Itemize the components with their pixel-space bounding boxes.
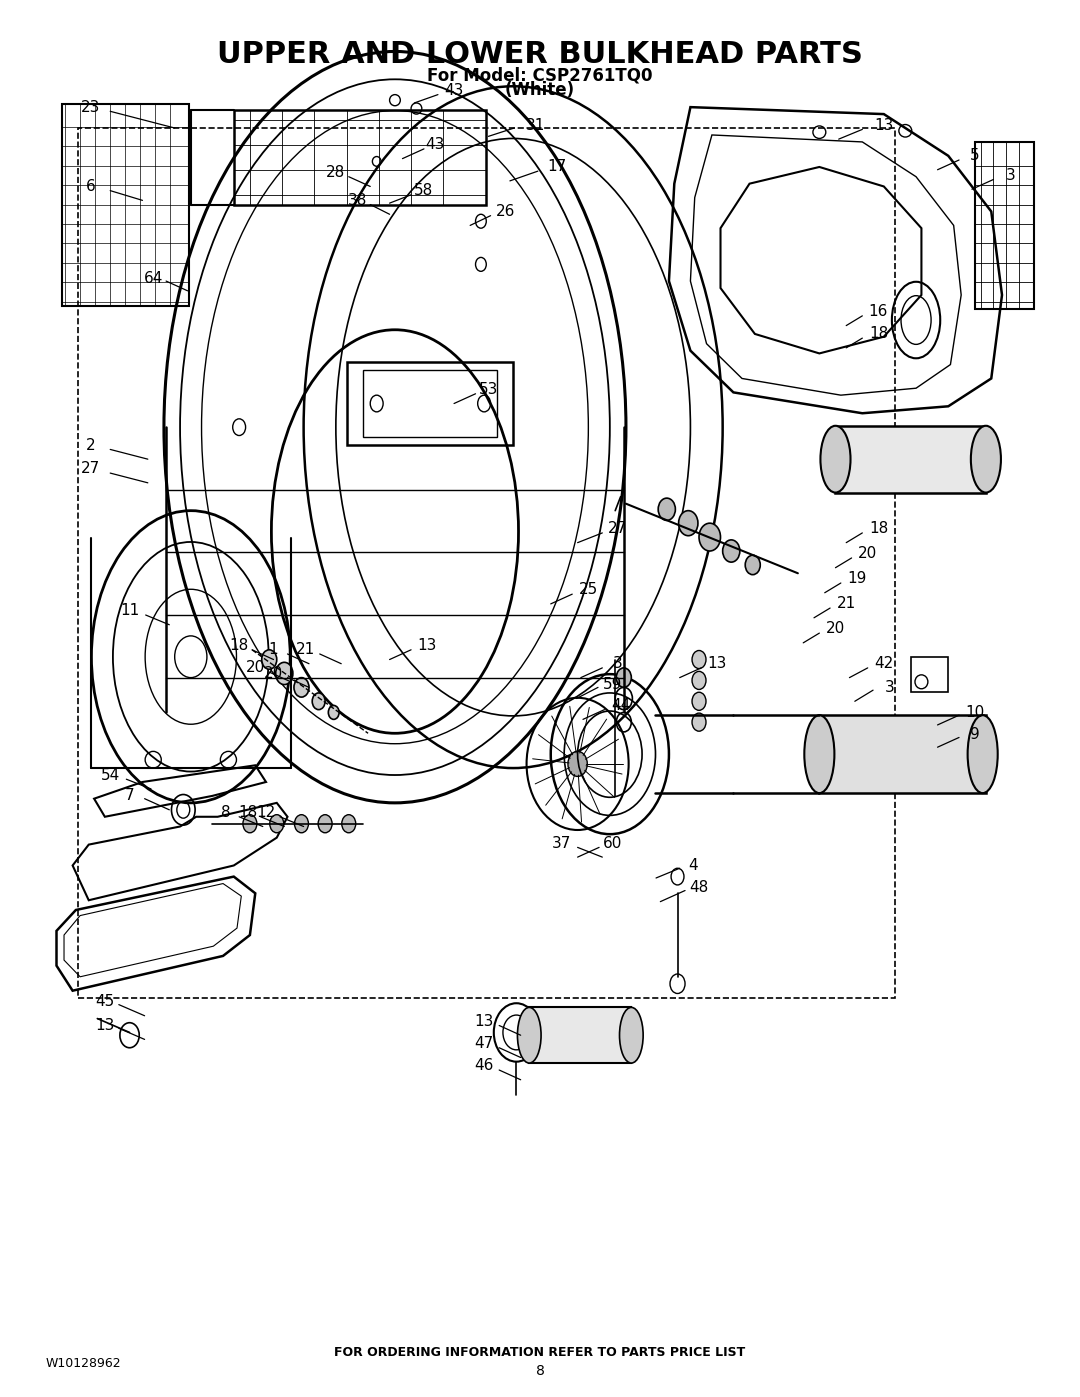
Ellipse shape bbox=[312, 693, 325, 710]
Text: W10128962: W10128962 bbox=[45, 1356, 121, 1370]
Text: 58: 58 bbox=[415, 183, 433, 198]
Text: 38: 38 bbox=[348, 193, 367, 208]
Text: 13: 13 bbox=[95, 1018, 114, 1032]
Text: 3: 3 bbox=[612, 657, 622, 671]
Text: 7: 7 bbox=[125, 788, 134, 803]
Bar bbox=[347, 362, 513, 446]
Text: 19: 19 bbox=[848, 571, 866, 587]
Text: 42: 42 bbox=[874, 657, 893, 671]
Ellipse shape bbox=[620, 1007, 644, 1063]
Bar bbox=[975, 142, 1035, 309]
Bar bbox=[62, 105, 189, 306]
Text: 54: 54 bbox=[100, 767, 120, 782]
Text: 20: 20 bbox=[826, 622, 845, 637]
Text: 45: 45 bbox=[95, 995, 114, 1010]
Text: 27: 27 bbox=[81, 461, 100, 476]
Text: 28: 28 bbox=[326, 165, 346, 180]
Ellipse shape bbox=[261, 650, 276, 669]
Text: 59: 59 bbox=[604, 678, 623, 692]
Text: 13: 13 bbox=[418, 638, 437, 654]
Ellipse shape bbox=[294, 678, 309, 697]
Text: 4: 4 bbox=[688, 858, 698, 873]
Bar bbox=[529, 1007, 632, 1063]
Text: 18: 18 bbox=[230, 638, 248, 654]
Ellipse shape bbox=[692, 693, 706, 710]
Text: 44: 44 bbox=[611, 698, 631, 712]
Ellipse shape bbox=[678, 511, 698, 535]
Text: 53: 53 bbox=[478, 383, 498, 397]
Text: 21: 21 bbox=[837, 597, 855, 612]
Text: 13: 13 bbox=[474, 1014, 494, 1028]
Text: 43: 43 bbox=[444, 82, 463, 98]
Bar bbox=[836, 426, 986, 493]
Bar bbox=[78, 129, 894, 997]
Ellipse shape bbox=[328, 705, 339, 719]
Text: UPPER AND LOWER BULKHEAD PARTS: UPPER AND LOWER BULKHEAD PARTS bbox=[217, 39, 863, 68]
Ellipse shape bbox=[805, 715, 835, 793]
Text: 8: 8 bbox=[536, 1363, 544, 1377]
Ellipse shape bbox=[243, 814, 257, 833]
Bar bbox=[233, 110, 486, 204]
Ellipse shape bbox=[270, 814, 284, 833]
Text: 5: 5 bbox=[970, 148, 980, 163]
Text: 12: 12 bbox=[256, 805, 275, 820]
Ellipse shape bbox=[745, 555, 760, 574]
Text: 20: 20 bbox=[245, 661, 265, 675]
Text: 10: 10 bbox=[966, 705, 985, 719]
Ellipse shape bbox=[295, 814, 309, 833]
Ellipse shape bbox=[692, 712, 706, 731]
Text: 9: 9 bbox=[970, 728, 980, 742]
Ellipse shape bbox=[658, 499, 675, 521]
Ellipse shape bbox=[517, 1007, 541, 1063]
Text: 1: 1 bbox=[269, 643, 279, 658]
Text: 48: 48 bbox=[689, 880, 708, 895]
Text: FOR ORDERING INFORMATION REFER TO PARTS PRICE LIST: FOR ORDERING INFORMATION REFER TO PARTS … bbox=[335, 1345, 745, 1359]
Text: 20: 20 bbox=[859, 546, 877, 562]
Bar bbox=[363, 370, 497, 437]
Text: 27: 27 bbox=[608, 521, 627, 536]
Ellipse shape bbox=[968, 715, 998, 793]
Text: 37: 37 bbox=[552, 835, 571, 851]
Ellipse shape bbox=[699, 524, 720, 550]
Bar bbox=[910, 657, 948, 692]
Ellipse shape bbox=[568, 752, 588, 777]
Text: 18: 18 bbox=[238, 805, 257, 820]
Text: 47: 47 bbox=[474, 1037, 494, 1051]
Bar bbox=[820, 715, 986, 793]
Text: 18: 18 bbox=[868, 521, 888, 536]
Text: 43: 43 bbox=[426, 137, 444, 152]
Text: 20: 20 bbox=[264, 666, 283, 680]
Text: 16: 16 bbox=[868, 305, 888, 319]
Text: 60: 60 bbox=[604, 835, 623, 851]
Text: 17: 17 bbox=[548, 159, 567, 175]
Text: 25: 25 bbox=[579, 583, 598, 598]
Ellipse shape bbox=[275, 662, 293, 685]
Text: 13: 13 bbox=[707, 657, 727, 671]
Text: 13: 13 bbox=[874, 117, 893, 133]
Ellipse shape bbox=[692, 672, 706, 690]
Ellipse shape bbox=[319, 814, 332, 833]
Ellipse shape bbox=[971, 426, 1001, 493]
Text: For Model: CSP2761TQ0: For Model: CSP2761TQ0 bbox=[428, 66, 652, 84]
Text: 18: 18 bbox=[868, 327, 888, 341]
Text: 3: 3 bbox=[1005, 168, 1015, 183]
Text: 23: 23 bbox=[81, 99, 100, 115]
Ellipse shape bbox=[617, 668, 632, 687]
Text: 8: 8 bbox=[221, 805, 231, 820]
Text: 46: 46 bbox=[474, 1059, 494, 1073]
Ellipse shape bbox=[341, 814, 355, 833]
Text: 21: 21 bbox=[296, 643, 315, 658]
Text: 26: 26 bbox=[496, 204, 515, 219]
Ellipse shape bbox=[692, 651, 706, 669]
Ellipse shape bbox=[723, 539, 740, 562]
Text: 2: 2 bbox=[86, 437, 96, 453]
Text: 11: 11 bbox=[120, 604, 139, 619]
Text: (White): (White) bbox=[505, 81, 575, 99]
Text: 64: 64 bbox=[144, 271, 163, 286]
Text: 6: 6 bbox=[86, 179, 96, 194]
Text: 31: 31 bbox=[526, 117, 545, 133]
Ellipse shape bbox=[821, 426, 851, 493]
Text: 3: 3 bbox=[885, 680, 894, 694]
